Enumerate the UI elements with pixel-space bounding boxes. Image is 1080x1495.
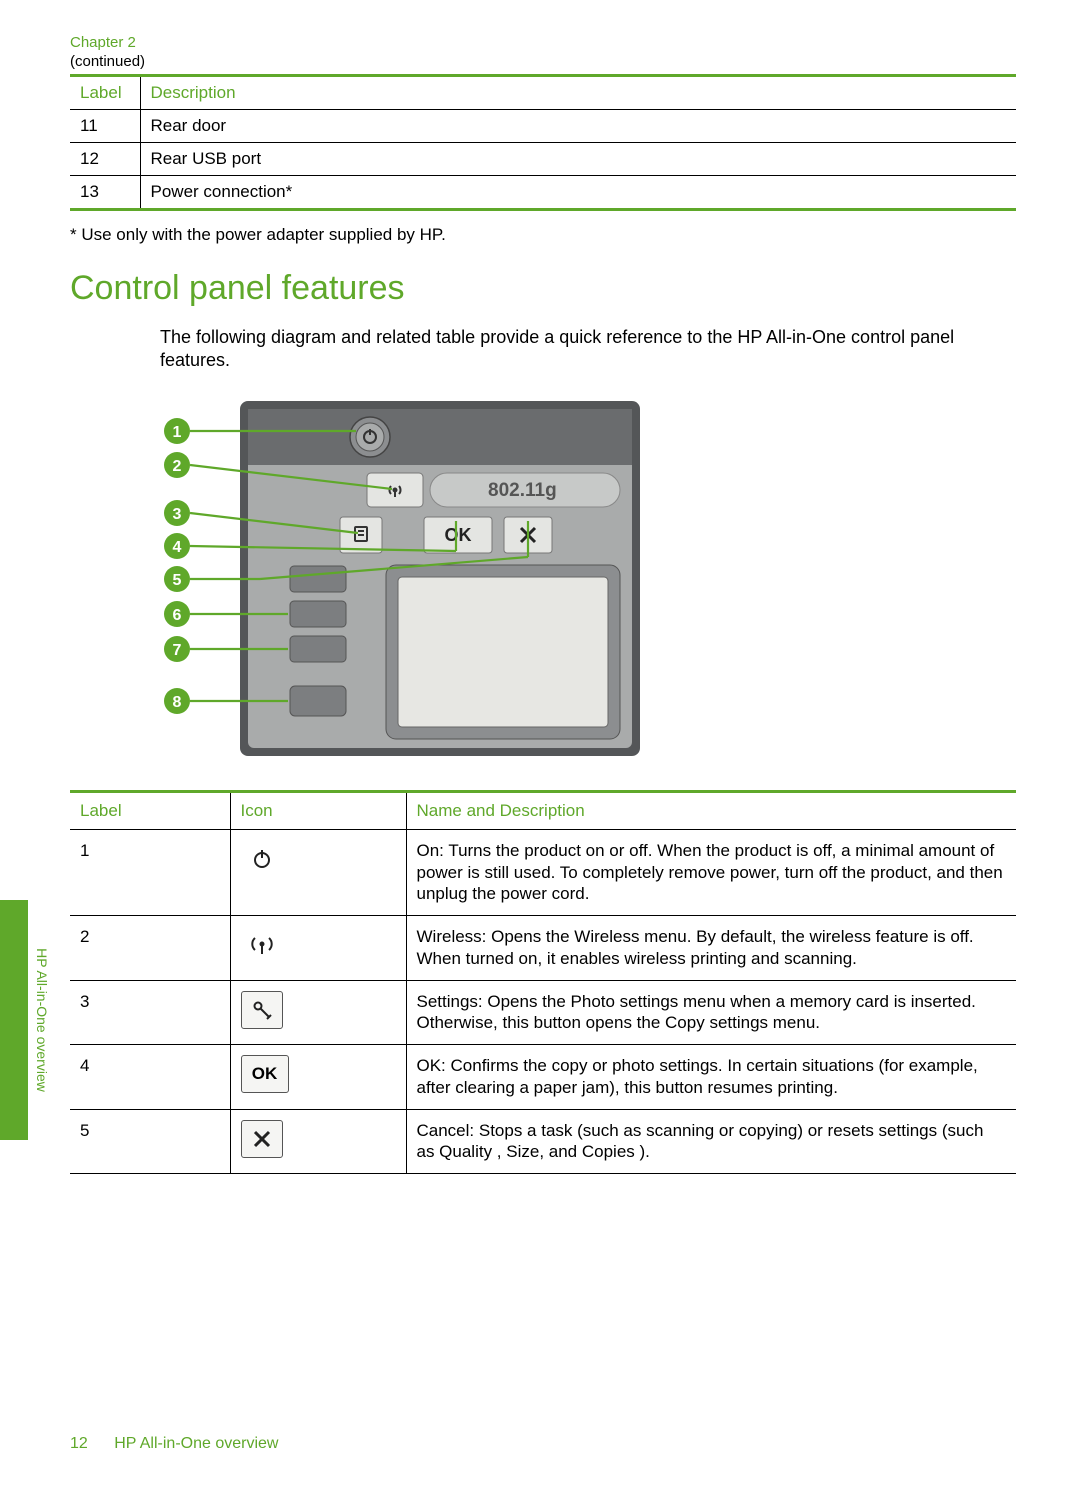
- svg-text:7: 7: [173, 642, 182, 659]
- table1-header-desc: Description: [140, 76, 1016, 110]
- svg-text:3: 3: [173, 506, 182, 523]
- svg-text:8: 8: [173, 694, 182, 711]
- cell-icon: [230, 916, 406, 981]
- svg-text:OK: OK: [445, 525, 472, 545]
- footnote: * Use only with the power adapter suppli…: [70, 225, 1016, 245]
- settings-icon: [241, 991, 283, 1029]
- table-row: 11 Rear door: [70, 110, 1016, 143]
- cell-icon: [230, 980, 406, 1045]
- cell-label: 1: [70, 829, 230, 915]
- continued-label: (continued): [70, 53, 1016, 70]
- power-icon: [241, 840, 283, 878]
- table-row: 1 On: Turns the product on or off. When t…: [70, 829, 1016, 915]
- table-row: 3 Settings: Opens the Photo settings menu…: [70, 980, 1016, 1045]
- footer-title: HP All-in-One overview: [114, 1435, 278, 1452]
- ok-icon: OK: [241, 1055, 289, 1093]
- table2-header-label: Label: [70, 791, 230, 829]
- section-heading: Control panel features: [70, 269, 1016, 308]
- cell-desc: Wireless: Opens the Wireless menu. By de…: [406, 916, 1016, 981]
- cell-desc: OK: Confirms the copy or photo settings.…: [406, 1045, 1016, 1110]
- cell-icon: [230, 829, 406, 915]
- table2-header-icon: Icon: [230, 791, 406, 829]
- chapter-label: Chapter 2: [70, 34, 1016, 51]
- table2-header-desc: Name and Description: [406, 791, 1016, 829]
- cell-desc: Cancel: Stops a task (such as scanning o…: [406, 1109, 1016, 1174]
- cell-desc: Power connection*: [140, 176, 1016, 210]
- cell-label: 12: [70, 143, 140, 176]
- wireless-icon: [241, 926, 283, 964]
- svg-text:802.11g: 802.11g: [488, 480, 557, 501]
- table-row: 13 Power connection*: [70, 176, 1016, 210]
- cell-desc: Rear USB port: [140, 143, 1016, 176]
- cell-desc: Rear door: [140, 110, 1016, 143]
- cell-label: 5: [70, 1109, 230, 1174]
- table1-header-label: Label: [70, 76, 140, 110]
- cell-label: 4: [70, 1045, 230, 1110]
- intro-text: The following diagram and related table …: [160, 326, 1016, 373]
- footer-page-number: 12: [70, 1435, 88, 1452]
- cell-label: 2: [70, 916, 230, 981]
- cancel-icon: [241, 1120, 283, 1158]
- parts-table: Label Description 11 Rear door 12 Rear U…: [70, 74, 1016, 211]
- cell-label: 13: [70, 176, 140, 210]
- table-row: 2 Wireless: Opens the Wireless menu. By d…: [70, 916, 1016, 981]
- features-table: Label Icon Name and Description 1 On: Tur…: [70, 790, 1016, 1174]
- control-panel-diagram: 802.11g OK: [160, 401, 1016, 766]
- page-footer: 12 HP All-in-One overview: [70, 1435, 278, 1453]
- svg-text:5: 5: [173, 572, 182, 589]
- svg-text:2: 2: [173, 458, 182, 475]
- table-row: 4 OK OK: Confirms the copy or photo settin…: [70, 1045, 1016, 1110]
- svg-text:1: 1: [173, 424, 182, 441]
- table-row: 12 Rear USB port: [70, 143, 1016, 176]
- cell-label: 11: [70, 110, 140, 143]
- cell-label: 3: [70, 980, 230, 1045]
- cell-icon: OK: [230, 1045, 406, 1110]
- cell-icon: [230, 1109, 406, 1174]
- table-row: 5 Cancel: Stops a task (such as scanning …: [70, 1109, 1016, 1174]
- svg-text:6: 6: [173, 607, 182, 624]
- svg-text:4: 4: [173, 539, 182, 556]
- cell-desc: On: Turns the product on or off. When th…: [406, 829, 1016, 915]
- cell-desc: Settings: Opens the Photo settings menu …: [406, 980, 1016, 1045]
